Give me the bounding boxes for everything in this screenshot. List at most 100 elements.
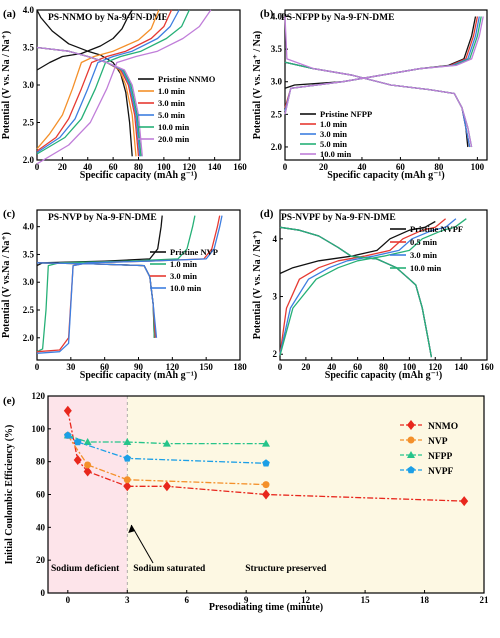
panel-d-legend-label-0: Pristine NVPF xyxy=(410,224,463,234)
panel-c-legend-label-0: Pristine NVP xyxy=(170,247,218,257)
panel-e-legend-marker-3 xyxy=(407,466,415,474)
panel-c-ytick-label-3: 3.5 xyxy=(23,249,35,259)
panel-a-xtick-label-7: 140 xyxy=(208,162,222,172)
panel-e-label: (e) xyxy=(3,395,16,407)
panel-e-arrow-head xyxy=(128,525,136,533)
panel-a-legend-label-5: 20.0 min xyxy=(158,134,189,144)
panel-a-ytick-label-0: 2.0 xyxy=(23,155,35,165)
panel-c-label: (c) xyxy=(3,208,16,220)
panel-c-series-2-discharge xyxy=(36,262,157,338)
panel-e-ytick-label-6: 120 xyxy=(32,391,46,401)
panel-a-legend-label-4: 10.0 min xyxy=(158,122,189,132)
panel-c-xtick-label-3: 90 xyxy=(134,362,144,372)
panel-d-legend-label-2: 3.0 min xyxy=(410,250,437,260)
panel-b-xtick-label-4: 80 xyxy=(434,162,444,172)
panel-d-series-0-discharge xyxy=(279,226,433,358)
panel-b-xtick-label-2: 40 xyxy=(357,162,367,172)
panel-e-series-3-point-2 xyxy=(123,454,132,462)
panel-e-xtick-label-7: 21 xyxy=(480,595,490,605)
panel-e-region-0 xyxy=(48,396,128,593)
panel-e-legend-marker-1 xyxy=(407,436,415,444)
panel-b-ylabel: Potential (V vs. Na⁺ / Na) xyxy=(252,31,263,139)
panel-c-series-1-discharge xyxy=(36,262,155,338)
panel-d-xtick-label-0: 0 xyxy=(278,362,283,372)
panel-b-legend-label-3: 5.0 min xyxy=(320,139,347,149)
panel-c-xtick-label-4: 120 xyxy=(166,362,180,372)
panel-e-series-1-point-3 xyxy=(262,481,270,489)
panel-b-series-1-charge xyxy=(284,16,479,108)
panel-e-series-3-point-3 xyxy=(262,459,270,467)
panel-e-series-1-line xyxy=(67,435,267,486)
panel-b-ytick-label-4: 4.0 xyxy=(271,12,283,22)
panel-e-region-label-1: Structure preserved xyxy=(245,564,327,574)
panel-e-series-2-point-4 xyxy=(262,439,270,447)
panel-e-ytick-label-2: 40 xyxy=(36,522,46,532)
panel-a-legend-label-0: Pristine NNMO xyxy=(158,74,216,84)
panel-c-ytick-label-4: 4.0 xyxy=(23,222,35,232)
panel-c-xtick-label-6: 180 xyxy=(233,362,247,372)
panel-a-xtick-label-5: 100 xyxy=(157,162,171,172)
panel-e-xlabel: Presodiating time (minute) xyxy=(209,602,323,613)
panel-a-xtick-label-8: 160 xyxy=(233,162,247,172)
panel-e-region-1 xyxy=(127,396,484,593)
panel-d-xtick-label-5: 100 xyxy=(403,362,417,372)
panel-e-series-2-point-3 xyxy=(162,439,171,447)
panel-e-annotation: Sodium saturated xyxy=(133,564,206,574)
panel-b-series-2-charge xyxy=(284,16,480,112)
panel-e-ytick-label-3: 60 xyxy=(36,490,46,500)
panel-a-series-4-charge xyxy=(36,9,190,155)
panel-c-legend-label-2: 3.0 min xyxy=(170,271,197,281)
panel-c-xtick-label-2: 60 xyxy=(100,362,110,372)
panel-d-xtick-label-7: 140 xyxy=(454,362,468,372)
panel-b-series-0-charge xyxy=(284,16,477,89)
panel-e-legend-label-2: NFPP xyxy=(428,452,452,462)
panel-d-xlabel: Specific capacity (mAh g⁻¹) xyxy=(325,370,442,381)
panel-b-xtick-label-3: 60 xyxy=(396,162,406,172)
panel-a-legend-label-2: 3.0 min xyxy=(158,98,185,108)
panel-d-xtick-label-6: 120 xyxy=(429,362,443,372)
panel-a-xtick-label-0: 0 xyxy=(35,162,40,172)
panel-e-ytick-label-0: 0 xyxy=(41,588,46,598)
panel-e-xtick-label-1: 3 xyxy=(125,595,130,605)
panel-c-title: PS-NVP by Na-9-FN-DME xyxy=(48,213,157,223)
panel-b-xlabel: Specific capacity (mAh g⁻¹) xyxy=(327,170,444,181)
panel-b-ytick-label-3: 3.5 xyxy=(271,44,283,54)
panel-a-xlabel: Specific capacity (mAh g⁻¹) xyxy=(80,170,197,181)
panel-d-series-2-charge xyxy=(279,218,457,355)
panel-a-xtick-label-3: 60 xyxy=(109,162,119,172)
panel-b-xtick-label-1: 20 xyxy=(319,162,329,172)
panel-d-series-0-charge xyxy=(279,220,436,275)
panel-d-xtick-label-8: 160 xyxy=(480,362,494,372)
panel-e-series-2-point-1 xyxy=(83,437,92,445)
panel-a-series-5-discharge xyxy=(36,46,143,157)
panel-a-xtick-label-2: 40 xyxy=(83,162,93,172)
panel-e-xtick-label-4: 12 xyxy=(301,595,311,605)
panel-a-series-0-discharge xyxy=(36,9,133,157)
panel-b-legend-label-4: 10.0 min xyxy=(320,149,351,159)
panel-c-xtick-label-5: 150 xyxy=(199,362,213,372)
panel-c-xtick-label-1: 30 xyxy=(66,362,76,372)
panel-a-xtick-label-1: 20 xyxy=(58,162,68,172)
panel-e-series-3-line xyxy=(67,434,267,464)
panel-e-region-label-0: Sodium deficient xyxy=(51,564,120,574)
panel-e-xtick-label-6: 18 xyxy=(420,595,430,605)
panel-c-xlabel: Specific capacity (mAh g⁻¹) xyxy=(80,370,197,381)
panel-b-ytick-label-1: 2.5 xyxy=(271,109,283,119)
panel-d-xtick-label-2: 40 xyxy=(327,362,337,372)
panel-b-ytick-label-2: 3.0 xyxy=(271,77,283,87)
panel-e-arrow-line xyxy=(130,524,154,564)
panel-d-series-1-charge xyxy=(279,218,447,355)
panel-c-ylabel: Potential (V vs.Na / Na⁺) xyxy=(1,232,12,338)
panel-e-series-0-point-3 xyxy=(123,481,132,492)
panel-e-series-3-point-0 xyxy=(64,431,72,439)
panel-b-series-4-charge xyxy=(284,16,484,115)
panel-b-legend-label-0: Pristine NFPP xyxy=(320,109,372,119)
panel-a-legend-label-3: 5.0 min xyxy=(158,110,185,120)
panel-c-legend-label-3: 10.0 min xyxy=(170,283,201,293)
panel-a-xtick-label-6: 120 xyxy=(183,162,197,172)
panel-c-ytick-label-0: 2.0 xyxy=(23,333,35,343)
panel-d-legend-label-1: 0.5 min xyxy=(410,237,437,247)
panel-e-xtick-label-5: 15 xyxy=(361,595,371,605)
panel-d-xtick-label-3: 60 xyxy=(353,362,363,372)
